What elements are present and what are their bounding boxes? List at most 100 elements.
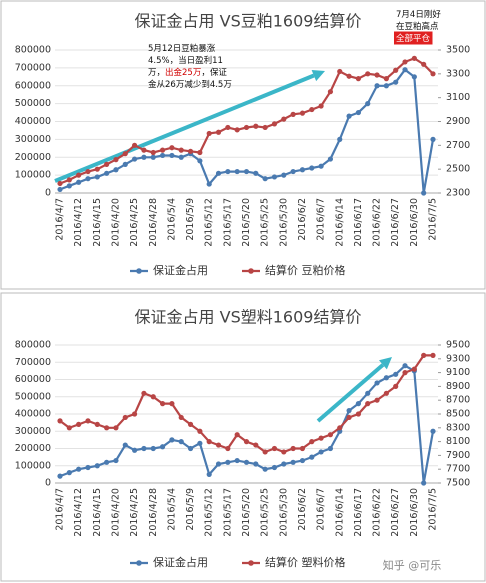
point — [281, 449, 287, 455]
x-tick-label: 2016/6/17 — [353, 488, 364, 537]
point — [113, 167, 119, 173]
point — [355, 401, 361, 407]
panel-border — [0, 292, 486, 582]
x-tick-label: 2016/6/7 — [316, 488, 327, 531]
point — [290, 111, 296, 117]
y-tick-label: 0 — [45, 478, 51, 489]
point — [421, 61, 427, 67]
point — [225, 168, 231, 175]
point — [262, 124, 268, 131]
y-tick-label: 400000 — [15, 116, 51, 127]
point — [159, 147, 166, 153]
y2-tick-label: 3500 — [446, 45, 470, 56]
point — [132, 142, 138, 148]
annotation: 在豆粕高点 — [396, 21, 439, 32]
point — [253, 461, 259, 467]
y-tick-label: 700000 — [15, 357, 51, 368]
point — [187, 445, 194, 452]
point — [271, 445, 278, 452]
point — [281, 461, 287, 467]
point — [66, 177, 72, 183]
point — [66, 470, 72, 476]
y-tick-label: 500000 — [15, 391, 51, 402]
point — [271, 174, 278, 180]
point — [271, 464, 278, 471]
point — [57, 418, 63, 424]
point — [132, 156, 138, 162]
point — [327, 156, 334, 162]
point — [374, 72, 380, 78]
point — [206, 471, 212, 477]
point — [281, 172, 287, 178]
point — [253, 123, 259, 129]
point — [132, 411, 138, 417]
point — [215, 129, 222, 135]
x-tick-label: 2016/6/14 — [334, 198, 345, 247]
x-tick-label: 2016/5/25 — [260, 488, 271, 537]
chart-title: 保证金占用 VS塑料1609结算价 — [135, 308, 362, 327]
point — [76, 421, 82, 427]
point — [150, 445, 156, 452]
point — [150, 394, 156, 400]
legend-label: 保证金占用 — [153, 263, 208, 277]
y2-tick-label: 9100 — [446, 367, 470, 378]
point — [94, 166, 100, 172]
x-tick-label: 2016/6/22 — [372, 198, 383, 247]
point — [234, 432, 240, 438]
y2-tick-label: 2300 — [446, 188, 470, 199]
legend-marker — [248, 560, 254, 566]
point — [337, 68, 343, 75]
x-tick-label: 2016/6/30 — [409, 488, 420, 537]
point — [178, 414, 184, 421]
point — [159, 152, 166, 159]
point — [104, 425, 110, 431]
point — [299, 167, 306, 173]
legend-label: 结算价 豆粕价格 — [265, 263, 346, 277]
x-tick-label: 2016/5/9 — [185, 488, 196, 531]
point — [337, 136, 343, 142]
point — [281, 116, 287, 122]
point — [206, 130, 212, 137]
point — [85, 464, 91, 471]
point — [355, 76, 361, 82]
point — [169, 401, 175, 407]
annotation: 全部平仓 — [396, 33, 431, 44]
point — [57, 180, 63, 187]
annotation: 万，出金25万，保证 — [148, 67, 227, 78]
point — [346, 73, 352, 79]
x-tick-label: 2016/5/12 — [204, 198, 215, 247]
point — [365, 71, 371, 77]
point — [253, 442, 259, 448]
point — [85, 168, 91, 175]
point — [132, 447, 138, 453]
point — [243, 459, 250, 465]
annotation-text: 5月12日豆粕暴涨 — [148, 43, 216, 54]
y-tick-label: 700000 — [15, 62, 51, 73]
x-tick-label: 2016/4/28 — [148, 488, 159, 537]
x-tick-label: 2016/4/20 — [110, 488, 121, 537]
x-tick-label: 2016/5/17 — [222, 198, 233, 247]
y-tick-label: 800000 — [15, 45, 51, 56]
x-tick-label: 2016/6/30 — [409, 198, 420, 247]
point — [122, 151, 128, 157]
point — [402, 67, 408, 73]
trend-arrow-head — [311, 69, 325, 82]
point — [234, 168, 240, 175]
point — [243, 124, 250, 131]
point — [421, 190, 427, 196]
point — [150, 149, 156, 156]
point — [318, 449, 324, 455]
point — [318, 103, 324, 109]
point — [318, 163, 324, 169]
point — [393, 79, 399, 85]
y2-tick-label: 7500 — [446, 478, 470, 489]
y-tick-label: 800000 — [15, 340, 51, 351]
point — [113, 425, 119, 431]
x-tick-label: 2016/5/20 — [241, 488, 252, 537]
point — [85, 176, 91, 182]
point — [421, 352, 427, 358]
x-tick-label: 2016/5/4 — [166, 488, 177, 531]
point — [57, 186, 63, 193]
point — [141, 445, 147, 452]
point — [141, 154, 147, 160]
